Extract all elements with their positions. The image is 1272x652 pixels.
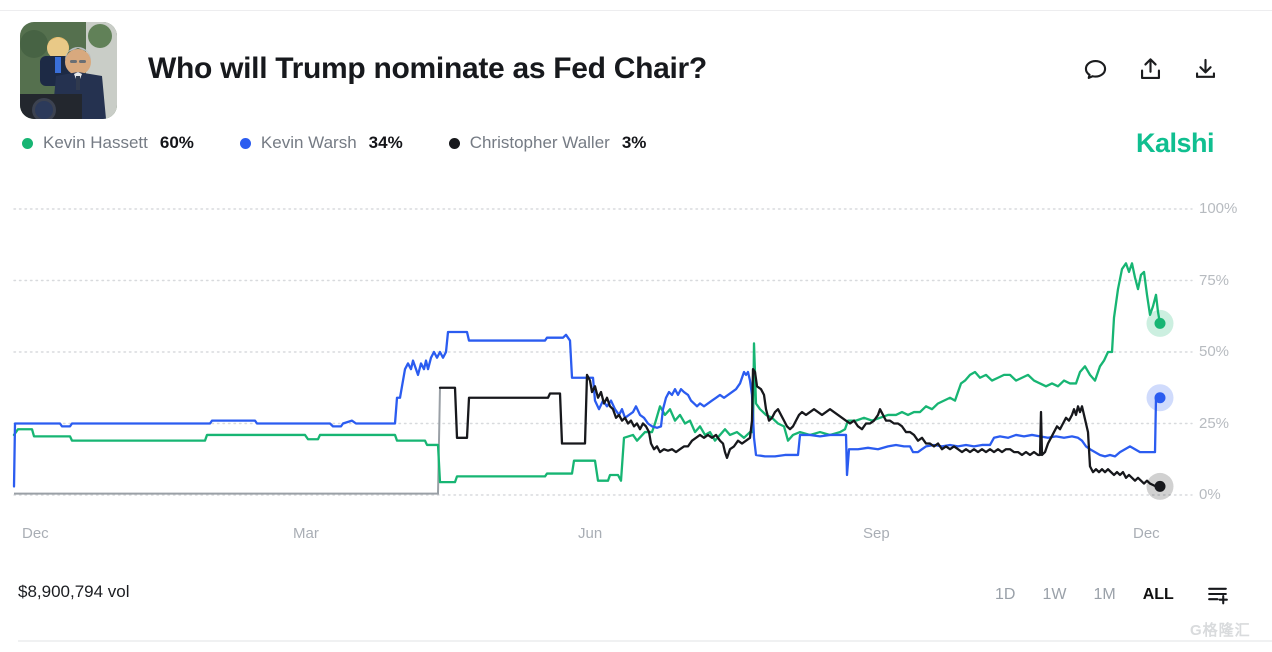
share-icon[interactable] — [1137, 56, 1164, 83]
market-thumbnail — [20, 22, 117, 119]
legend-item-christopher-waller[interactable]: Christopher Waller 3% — [448, 133, 647, 153]
volume-label: $8,900,794 vol — [18, 582, 130, 601]
legend-name: Christopher Waller — [469, 133, 610, 152]
legend-item-kevin-warsh[interactable]: Kevin Warsh 34% — [239, 133, 403, 153]
y-axis-label-75%: 75% — [1199, 271, 1230, 289]
series-line-christopher-waller — [438, 368, 1162, 488]
page-title: Who will Trump nominate as Fed Chair? — [148, 52, 707, 85]
top-divider — [0, 10, 1272, 11]
series-line-kevin-warsh — [12, 330, 1162, 488]
legend-dot — [239, 137, 251, 149]
x-axis-label-dec-4: Dec — [1133, 525, 1160, 542]
legend-value: 34% — [368, 133, 403, 152]
range-button-1m[interactable]: 1M — [1093, 585, 1116, 603]
legend-dot — [448, 137, 460, 149]
thumbnail-photo-illustration — [20, 22, 117, 119]
endpoint-dot — [1154, 317, 1166, 329]
y-axis-label-100%: 100% — [1199, 200, 1238, 217]
legend-value: 60% — [159, 133, 194, 152]
probability-chart[interactable] — [0, 190, 1272, 535]
legend-value: 3% — [621, 133, 647, 152]
time-range-selector: 1D 1W 1M ALL — [995, 582, 1230, 607]
endpoint-dot — [1154, 392, 1166, 404]
y-axis-label-25%: 25% — [1199, 414, 1230, 432]
download-icon[interactable] — [1192, 56, 1219, 83]
x-axis-label-sep-3: Sep — [863, 525, 890, 542]
add-to-watchlist-icon[interactable] — [1205, 582, 1230, 607]
endpoint-dot — [1154, 480, 1166, 492]
comment-icon[interactable] — [1082, 56, 1109, 83]
x-axis-label-mar-1: Mar — [293, 525, 319, 542]
range-button-all[interactable]: ALL — [1142, 585, 1174, 603]
prelisting-line — [14, 387, 441, 495]
range-button-1w[interactable]: 1W — [1042, 585, 1067, 603]
series-line-kevin-hassett — [12, 262, 1162, 484]
range-button-1d[interactable]: 1D — [995, 585, 1016, 603]
watermark: G格隆汇 — [1190, 622, 1251, 639]
legend-name: Kevin Hassett — [43, 133, 148, 152]
y-axis-label-0%: 0% — [1199, 486, 1221, 503]
kalshi-logo: Kalshi — [1136, 128, 1215, 158]
x-axis-label-dec-0: Dec — [22, 525, 49, 542]
legend-name: Kevin Warsh — [260, 133, 357, 152]
y-axis-label-50%: 50% — [1199, 343, 1230, 360]
legend: Kevin Hassett 60% Kevin Warsh 34% Christophe… — [22, 133, 692, 153]
legend-dot — [22, 137, 33, 149]
x-axis-label-jun-2: Jun — [578, 525, 603, 542]
bottom-divider — [18, 640, 1272, 642]
header-actions — [1082, 56, 1219, 83]
legend-item-kevin-hassett[interactable]: Kevin Hassett 60% — [22, 133, 194, 153]
